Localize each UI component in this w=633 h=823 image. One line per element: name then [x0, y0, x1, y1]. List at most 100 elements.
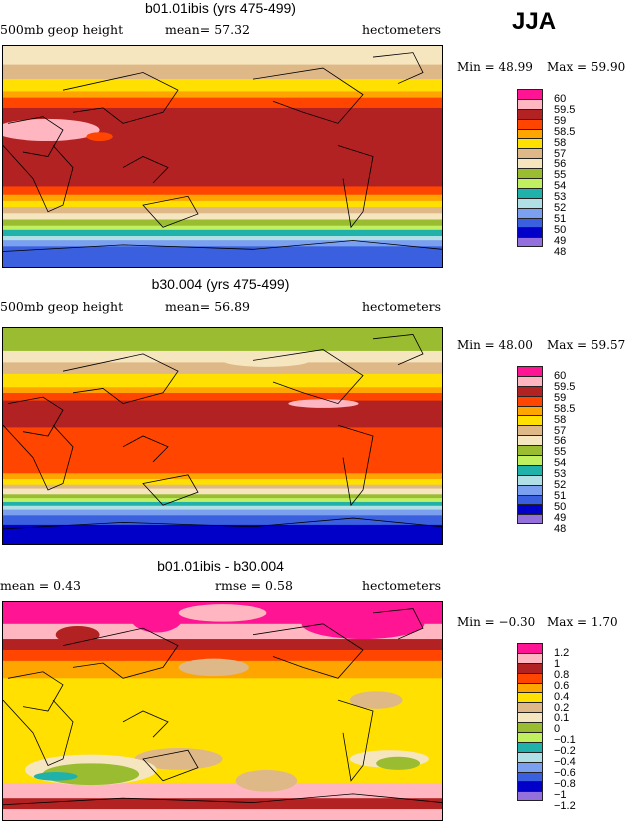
legend-level: −0.2 — [554, 745, 576, 758]
contour-band — [3, 809, 442, 820]
legend-swatch — [517, 474, 543, 485]
legend-level: 0.8 — [554, 668, 570, 681]
color-legend — [517, 366, 543, 525]
legend-level: 52 — [554, 479, 567, 491]
contour-region — [55, 625, 100, 644]
legend-level: 56 — [554, 435, 567, 448]
legend-swatch — [517, 712, 543, 723]
legend-level: −0.4 — [554, 756, 576, 768]
legend-level: 52 — [554, 202, 567, 214]
contour-band — [3, 494, 442, 499]
contour-band — [3, 639, 442, 651]
contour-band — [3, 200, 442, 208]
contour-band — [3, 387, 442, 394]
color-legend — [517, 89, 543, 248]
panel-left-label: 500mb geop height — [0, 299, 124, 314]
legend-swatch — [517, 207, 543, 218]
legend-swatch — [517, 652, 543, 663]
legend-level: −0.8 — [554, 777, 576, 790]
min-label: Min = 48.99 — [457, 60, 533, 74]
legend-swatch — [517, 643, 543, 653]
legend-level: 58.5 — [554, 125, 576, 138]
contour-region — [33, 772, 78, 781]
contour-band — [3, 46, 442, 66]
legend-level: 0.4 — [554, 690, 570, 703]
legend-level: 1.2 — [554, 647, 570, 659]
contour-map — [2, 601, 443, 821]
legend-level: 0 — [554, 723, 561, 736]
legend-swatch — [517, 791, 543, 802]
contour-region — [235, 769, 298, 792]
legend-swatch — [517, 662, 543, 673]
contour-band — [3, 473, 442, 480]
legend-level: 55 — [554, 446, 567, 459]
legend-swatch — [517, 168, 543, 179]
contour-band — [3, 207, 442, 214]
contour-band — [3, 362, 442, 375]
legend-swatch — [517, 682, 543, 693]
contour-band — [3, 240, 442, 247]
contour-band — [3, 186, 442, 196]
units-label: hectometers — [361, 22, 441, 37]
panel-center-label: rmse = 0.58 — [215, 578, 293, 593]
legend-swatch — [517, 148, 543, 159]
legend-swatch — [517, 237, 543, 248]
legend-level: 60 — [554, 93, 567, 105]
contour-region — [222, 353, 311, 367]
legend-swatch — [517, 385, 543, 396]
legend-level: 58.5 — [554, 402, 576, 415]
contour-band — [3, 501, 442, 507]
legend-swatch — [517, 741, 543, 752]
legend-swatch — [517, 494, 543, 505]
contour-band — [3, 427, 442, 474]
legend-swatch — [517, 732, 543, 742]
legend-level: 59 — [554, 391, 567, 404]
legend-level: −1.2 — [554, 799, 576, 812]
coastlines — [3, 52, 442, 252]
legend-swatch — [517, 484, 543, 495]
legend-swatch — [517, 445, 543, 456]
legend-level: 53 — [554, 468, 567, 481]
legend-level: 49 — [554, 234, 567, 247]
contour-map — [2, 45, 443, 268]
legend-level: 49 — [554, 511, 567, 524]
contour-band — [3, 107, 442, 187]
legend-swatch — [517, 692, 543, 703]
units-label: hectometers — [361, 299, 441, 314]
legend-swatch — [517, 128, 543, 139]
legend-swatch — [517, 425, 543, 436]
legend-swatch — [517, 672, 543, 683]
legend-swatch — [517, 89, 543, 99]
contour-band — [3, 194, 442, 202]
legend-level: −1 — [554, 788, 567, 801]
legend-level: 50 — [554, 223, 567, 236]
contour-region — [178, 658, 249, 677]
legend-level: 57 — [554, 147, 567, 160]
contour-band — [3, 509, 442, 516]
legend-swatch — [517, 464, 543, 475]
contour-band — [3, 246, 442, 267]
legend-level: 48 — [554, 522, 567, 535]
legend-swatch — [517, 722, 543, 733]
panel-center-label: mean= 56.89 — [165, 299, 250, 314]
contour-band — [3, 649, 442, 662]
contour-band — [3, 64, 442, 80]
legend-swatch — [517, 375, 543, 386]
legend-level: 50 — [554, 500, 567, 513]
max-label: Max = 59.57 — [547, 338, 626, 352]
legend-swatch — [517, 158, 543, 169]
contour-band — [3, 350, 442, 363]
legend-level: 58 — [554, 413, 567, 426]
min-label: Min = −0.30 — [457, 615, 536, 629]
legend-swatch — [517, 504, 543, 515]
legend-swatch — [517, 197, 543, 208]
legend-swatch — [517, 227, 543, 238]
legend-level: 55 — [554, 169, 567, 182]
panel-left-label: mean = 0.43 — [0, 578, 82, 593]
legend-swatch — [517, 415, 543, 426]
legend-swatch — [517, 108, 543, 119]
contour-region — [134, 748, 223, 770]
contour-region — [3, 118, 100, 142]
legend-swatch — [517, 455, 543, 465]
contour-band — [3, 373, 442, 388]
